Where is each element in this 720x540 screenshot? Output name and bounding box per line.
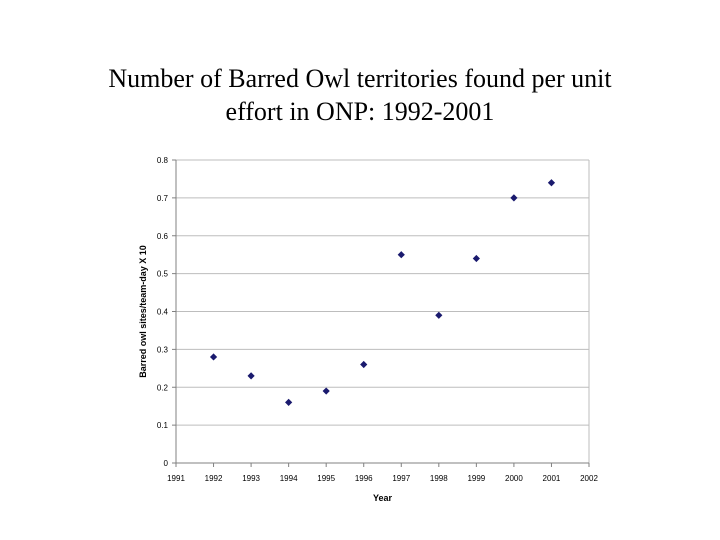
data-point xyxy=(472,254,480,263)
axes xyxy=(172,159,590,467)
x-tick-label: 1992 xyxy=(205,474,223,483)
data-point xyxy=(547,179,556,187)
data-point xyxy=(209,353,218,361)
x-tick-label: 1998 xyxy=(430,474,448,483)
slide-title-line-2: effort in ONP: 1992-2001 xyxy=(225,97,495,126)
x-tick-label: 2000 xyxy=(505,474,523,483)
data-point xyxy=(360,360,368,369)
y-axis-title: Barred owl sites/team-day X 10 xyxy=(138,245,148,378)
x-tick-label: 2002 xyxy=(580,474,598,483)
x-tick-label: 1995 xyxy=(317,474,335,483)
data-points xyxy=(209,179,556,406)
y-tick-label: 0 xyxy=(164,459,169,468)
y-tick-label: 0.7 xyxy=(157,194,169,203)
y-tick-label: 0.3 xyxy=(157,345,169,354)
y-tick-label: 0.6 xyxy=(157,232,169,241)
y-tick-label: 0.8 xyxy=(157,156,169,165)
y-tick-label: 0.5 xyxy=(157,270,169,279)
data-point xyxy=(510,194,518,202)
y-tick-label: 0.4 xyxy=(157,308,169,317)
data-point xyxy=(397,251,405,259)
slide-title-line-1: Number of Barred Owl territories found p… xyxy=(108,64,612,93)
x-tick-label: 1996 xyxy=(355,474,373,483)
gridlines xyxy=(176,159,590,463)
x-axis-title: Year xyxy=(373,493,393,503)
x-tick-label: 1993 xyxy=(242,474,260,483)
x-tick-label: 1991 xyxy=(167,474,185,483)
data-point xyxy=(285,398,293,406)
x-tick-label: 1999 xyxy=(467,474,485,483)
y-tick-label: 0.2 xyxy=(157,383,169,392)
data-point xyxy=(247,372,255,380)
x-tick-label: 1994 xyxy=(280,474,298,483)
tick-labels: 0 0.1 0.2 0.3 0.4 0.5 0.6 0.7 0.8 1991 1992 1993 199… xyxy=(157,156,599,483)
data-point xyxy=(322,387,330,395)
y-tick-label: 0.1 xyxy=(157,421,169,430)
x-tick-label: 1997 xyxy=(392,474,410,483)
x-tick-label: 2001 xyxy=(543,474,561,483)
slide-title: Number of Barred Owl territories found p… xyxy=(0,62,720,128)
data-point xyxy=(435,311,443,319)
